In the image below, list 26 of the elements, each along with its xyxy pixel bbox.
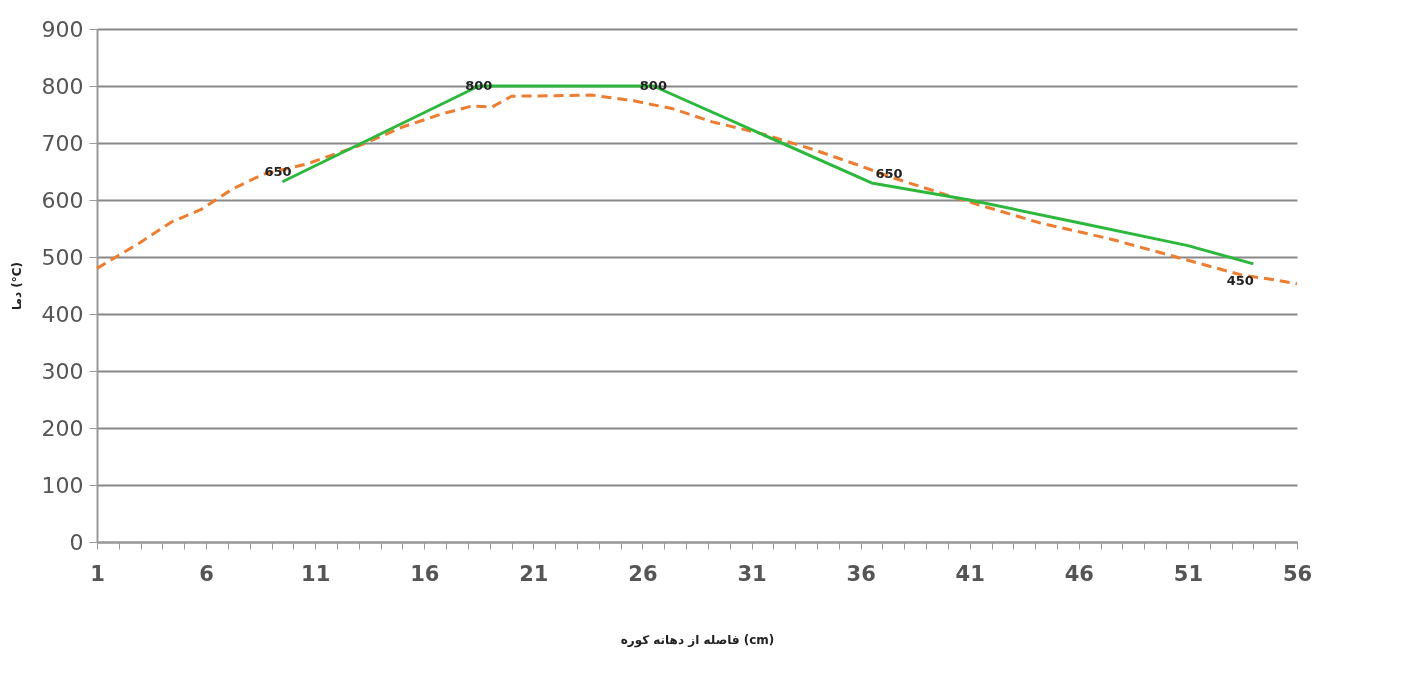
y-tick-label: 300 [41,358,84,384]
y-tick-label: 600 [41,187,84,213]
x-tick-label: 36 [846,561,876,586]
x-tick-label: 11 [301,561,331,586]
x-axis-title: فاصله از دهانه کوره (cm) [620,632,775,648]
y-tick-label: 400 [41,301,84,327]
y-tick-label: 800 [41,73,84,99]
y-tick-label: 200 [41,415,84,441]
x-tick-label: 16 [410,561,440,586]
x-tick-label: 26 [628,561,658,586]
line-series [95,93,1299,286]
y-tick-label: 500 [41,244,84,270]
x-tick-label: 41 [955,561,985,586]
y-tick-label: 100 [41,472,84,498]
y-tick-label: 0 [69,529,84,555]
annotation: 450 [1226,272,1254,288]
x-tick-label: 31 [737,561,767,586]
x-tick-label: 46 [1064,561,1094,586]
y-tick-label: 700 [41,130,84,156]
y-axis-title: دما (°C) [9,261,24,311]
x-tick-label: 6 [199,561,214,586]
x-tick-label: 21 [519,561,549,586]
x-tick-label: 51 [1173,561,1204,586]
y-tick-label: 900 [41,16,84,42]
x-tick-label: 56 [1282,561,1313,586]
x-tick-label: 1 [90,561,105,586]
